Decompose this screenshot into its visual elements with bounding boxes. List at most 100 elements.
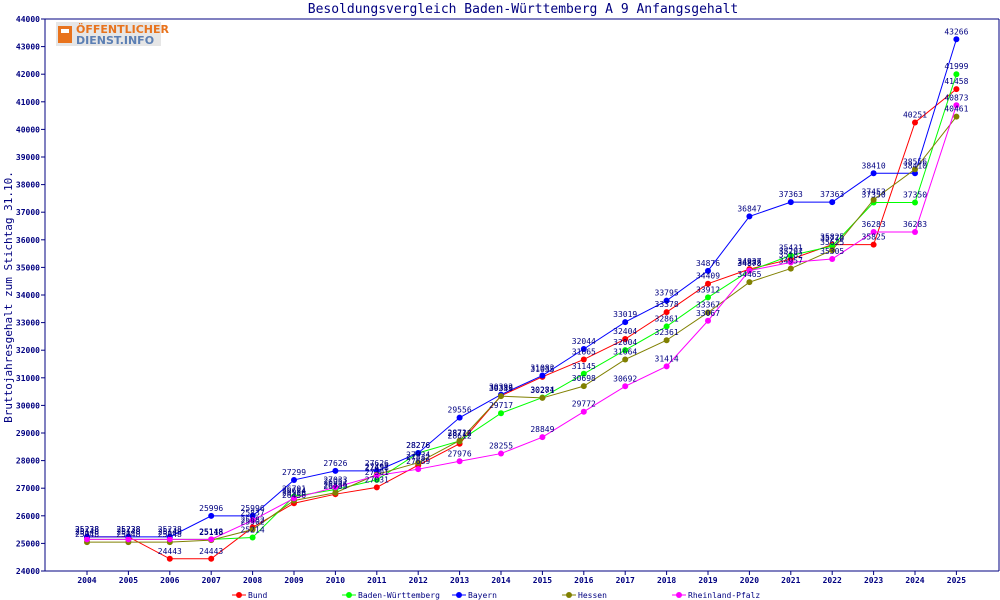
x-tick-label: 2020 — [740, 576, 759, 585]
legend-label: Bund — [248, 591, 267, 600]
legend-item: Hessen — [562, 591, 607, 600]
data-label: 25048 — [75, 530, 99, 539]
data-label: 32004 — [613, 338, 637, 347]
data-label: 25238 — [158, 525, 182, 534]
data-label: 27924 — [406, 451, 430, 460]
data-label: 30692 — [613, 374, 637, 383]
data-point — [291, 495, 297, 502]
data-point — [663, 297, 670, 304]
series-group — [84, 36, 960, 540]
legend-item: Bund — [232, 591, 267, 600]
data-label: 25148 — [116, 527, 140, 536]
y-tick-label: 43000 — [16, 43, 40, 52]
data-point — [829, 199, 836, 206]
data-label: 31665 — [572, 347, 596, 356]
data-label: 34937 — [737, 257, 761, 266]
data-point — [622, 319, 629, 326]
data-label: 26456 — [282, 491, 306, 500]
x-tick-label: 2006 — [160, 576, 179, 585]
data-point — [332, 467, 339, 474]
data-label: 27976 — [448, 449, 472, 458]
logo-line-1: ÖFFENTLICHER — [76, 22, 169, 36]
data-point — [415, 449, 422, 456]
x-axis: 2004 2005 2006 2007 2008 2009 2010 2011 2012 2013… — [77, 571, 966, 585]
data-label: 25996 — [241, 504, 265, 513]
series-line — [87, 105, 957, 540]
legend-label: Rheinland-Pfalz — [688, 591, 760, 600]
data-label: 29556 — [448, 406, 472, 415]
data-point — [622, 347, 629, 354]
y-axis: 24000 25000 26000 27000 28000 29000 30000 31000… — [16, 15, 45, 576]
legend-item: Baden-Württemberg — [342, 591, 440, 600]
data-point — [663, 363, 670, 370]
legend-swatch-marker — [346, 592, 352, 598]
data-label: 40461 — [944, 105, 968, 114]
data-point — [912, 119, 918, 126]
y-tick-label: 31000 — [16, 374, 40, 383]
legend-label: Hessen — [578, 591, 607, 600]
data-point — [953, 113, 960, 120]
data-label: 25118 — [199, 528, 223, 537]
data-label: 25148 — [158, 527, 182, 536]
x-tick-label: 2018 — [657, 576, 676, 585]
data-label: 30335 — [489, 384, 513, 393]
data-label: 28276 — [406, 441, 430, 450]
data-label: 25148 — [75, 527, 99, 536]
data-label: 31035 — [530, 365, 554, 374]
x-tick-label: 2025 — [947, 576, 966, 585]
series-group — [84, 71, 960, 543]
legend-swatch-marker — [236, 592, 242, 598]
data-point — [912, 199, 918, 206]
y-tick-label: 39000 — [16, 153, 40, 162]
data-label: 43266 — [944, 27, 968, 36]
x-tick-label: 2009 — [284, 576, 303, 585]
data-label: 31082 — [530, 364, 554, 373]
data-point — [249, 534, 256, 541]
data-label: 25148 — [75, 527, 99, 536]
data-label: 26783 — [323, 482, 347, 491]
x-tick-label: 2021 — [781, 576, 800, 585]
data-point — [580, 370, 587, 377]
data-label: 30698 — [572, 374, 596, 383]
data-label: 30392 — [489, 383, 513, 392]
series-line — [87, 74, 957, 540]
series-group — [84, 102, 960, 543]
data-label: 35297 — [779, 247, 803, 256]
x-tick-label: 2011 — [367, 576, 386, 585]
data-label: 25502 — [241, 518, 265, 527]
data-label: 32361 — [655, 328, 679, 337]
x-tick-label: 2013 — [450, 576, 469, 585]
data-label: 26556 — [282, 488, 306, 497]
x-tick-label: 2010 — [326, 576, 345, 585]
data-point — [870, 228, 877, 235]
data-point — [373, 484, 380, 491]
data-label: 40873 — [944, 93, 968, 102]
y-tick-label: 40000 — [16, 125, 40, 134]
data-point — [953, 86, 960, 93]
legend-item: Rheinland-Pfalz — [672, 591, 760, 600]
y-tick-label: 35000 — [16, 263, 40, 272]
data-label: 34409 — [696, 272, 720, 281]
data-point — [953, 71, 960, 78]
y-tick-label: 30000 — [16, 401, 40, 410]
y-tick-label: 37000 — [16, 208, 40, 217]
data-point — [415, 466, 422, 473]
y-tick-label: 38000 — [16, 181, 40, 190]
data-point — [663, 337, 670, 344]
data-label: 34465 — [737, 270, 761, 279]
series-layer — [84, 36, 960, 562]
legend-swatch-marker — [456, 592, 462, 598]
data-point — [249, 512, 256, 519]
y-tick-label: 32000 — [16, 346, 40, 355]
data-point — [953, 102, 960, 109]
data-label: 36283 — [903, 220, 927, 229]
data-point — [498, 410, 504, 417]
data-point — [415, 459, 422, 466]
data-point — [580, 383, 587, 390]
data-label: 33378 — [655, 300, 679, 309]
data-point — [746, 279, 753, 286]
data-label: 25837 — [241, 508, 265, 517]
data-label: 34957 — [779, 257, 803, 266]
data-label: 30284 — [530, 386, 554, 395]
